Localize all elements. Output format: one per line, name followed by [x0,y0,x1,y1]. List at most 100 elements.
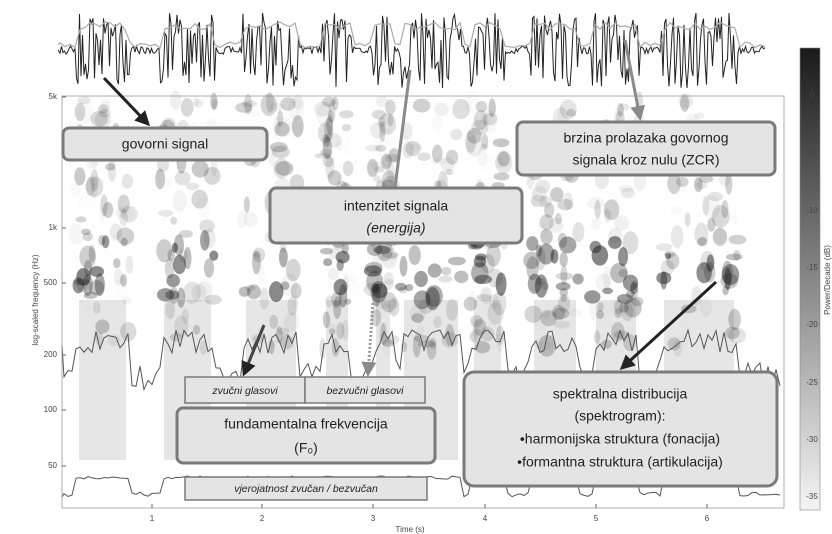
spectrogram-blob [618,303,630,313]
spectrogram-blob [491,174,497,183]
colorbar-tick-label: 0 [810,90,815,99]
spectrogram-blob [269,314,279,329]
spectrogram-blob [192,324,201,335]
annotation-text: vjerojatnost zvučan / bezvučan [234,483,378,495]
spectrogram-blob [268,145,276,167]
spectrogram-blob [473,255,487,268]
spectrogram-blob [326,114,333,135]
spectrogram-blob [471,318,480,338]
spectrogram-blob [371,109,387,120]
spectrogram-blob [322,155,334,168]
spectrogram-blob [98,235,106,246]
spectrogram-blob [468,331,478,342]
spectrogram-blob [725,253,743,261]
spectrogram-blob [332,96,339,111]
spectrogram-blob [165,300,175,320]
spectrogram-blob [174,170,191,186]
spectrogram-blob [200,230,210,251]
spectrogram-blob [373,245,391,255]
spectrogram-blob [702,195,721,219]
spectrogram-blob [398,286,408,294]
spectrogram-blob [624,297,642,318]
spectrogram-blob [438,275,452,283]
spectrogram-blob [173,254,186,275]
spectrogram-blob [603,199,620,221]
spectrogram-blob [246,284,261,300]
spectrogram-blob [83,291,98,300]
spectrogram-blob [120,237,128,247]
spectrogram-blob [431,157,447,165]
spectrogram-blob [363,283,381,297]
spectrogram-blob [471,119,489,136]
spectrogram-blob [656,271,672,285]
spectrogram-blob [341,270,359,286]
spectrogram-blob [378,113,397,135]
spectrogram-blob [252,250,261,275]
spectrogram-blob [85,176,104,198]
spectrogram-blob [667,171,681,195]
spectrogram-blob [450,128,463,141]
spectrogram-blob [318,122,333,144]
spectrogram-blob [697,236,708,247]
annotation-text: intenzitet signala [344,198,449,214]
spectrogram-blob [667,337,681,351]
spectrogram-blob [560,265,568,286]
spectrogram-blob [534,274,548,298]
annotation-box [304,376,426,404]
spectrogram-blob [475,178,484,189]
spectrogram-blob [557,198,574,211]
spectrogram-blob [474,340,491,354]
spectrogram-blob [431,144,443,163]
spectrogram-blob [672,339,683,357]
spectrogram-blob [618,269,629,278]
spectrogram-blob [559,99,577,120]
spectrogram-blob [77,96,91,105]
spectrogram-blob [95,319,110,334]
annotation-box [462,370,779,488]
arrow [623,39,646,121]
spectrogram-blob [342,160,354,177]
spectrogram-blob [495,150,513,175]
spectrogram-blob [492,291,507,316]
f0-curve [61,328,781,392]
spectrogram-blob [409,304,426,323]
spectrogram-blob [79,245,96,269]
spectrogram-blob [540,228,553,245]
spectrogram-blob [725,173,733,195]
spectrogram-blob [344,298,352,305]
spectrogram-blob [425,286,440,311]
colorbar-tick-label: -10 [806,206,818,215]
spectrogram-blob [375,144,387,152]
spectrogram-blob [268,281,284,303]
spectrogram-blob [418,299,433,314]
spectrogram-blob [203,166,221,185]
spectrogram-blob [385,153,401,163]
spectrogram-blob [283,312,300,333]
arrow [619,280,718,371]
spectrogram-blob [402,141,414,159]
spectrogram-blob [89,266,105,277]
colorbar-tick-label: -25 [806,378,818,387]
spectrogram-blob [665,252,672,260]
spectrogram-blob [121,296,133,305]
spectrogram-blob [381,246,398,269]
colorbar-tick-label: -20 [806,320,818,329]
spectrogram-blob [434,102,449,116]
spectrogram-blob [696,262,712,284]
spectrogram-blob [535,341,553,351]
spectrogram-blob [265,91,274,113]
spectrogram-blob [121,173,134,189]
spectrogram-blob [617,102,624,117]
spectrogram-blob [563,192,573,210]
x-tick-label: 1 [150,514,155,523]
spectrogram-blob [535,278,546,285]
annotation-text: (F₀) [294,440,318,456]
y-tick-label: 200 [44,350,58,359]
annotation-text: (energija) [366,220,425,236]
spectrogram-blob [369,122,386,139]
spectrogram-blob [90,110,109,127]
spectrogram-blob [291,115,304,138]
spectrogram-blob [322,134,330,148]
spectrogram-blob [292,94,304,110]
spectrogram-blob [721,200,729,218]
